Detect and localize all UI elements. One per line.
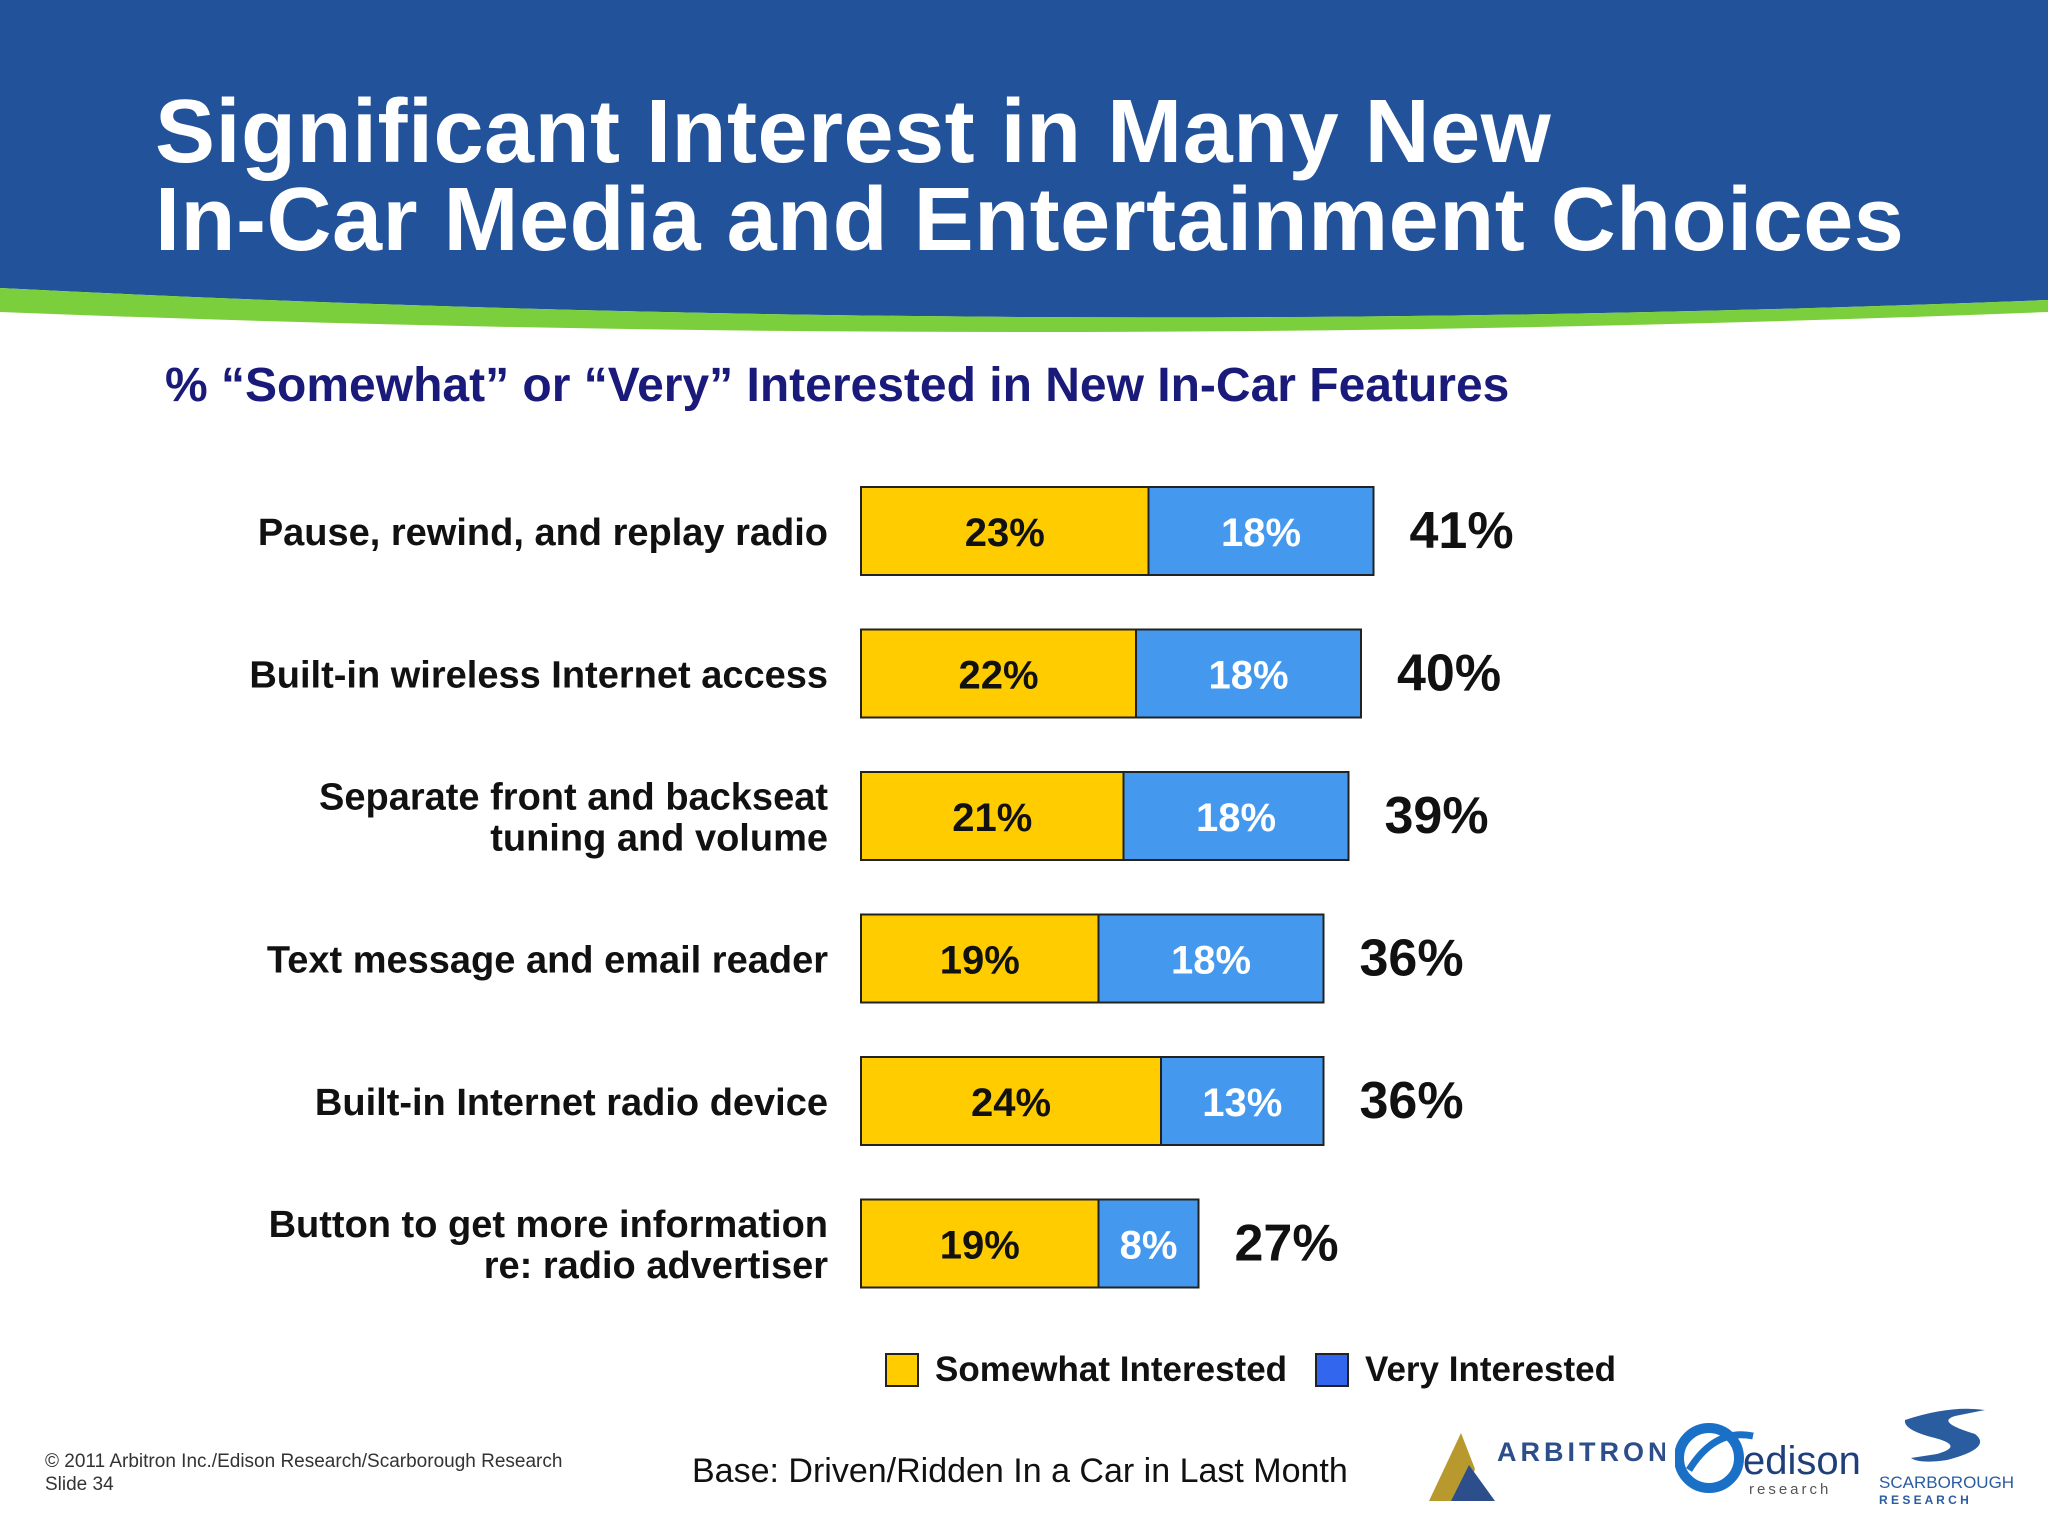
chart-legend: Somewhat Interested Very Interested xyxy=(885,1350,1644,1390)
bar-segment xyxy=(1147,486,1375,576)
bar-segment xyxy=(1122,771,1350,861)
scarborough-logo-text: SCARBOROUGH xyxy=(1879,1473,2014,1492)
total-value-label: 41% xyxy=(1410,502,1514,560)
segment-value-label: 21% xyxy=(952,796,1032,840)
total-value-label: 40% xyxy=(1397,645,1501,703)
segment-value-label: 19% xyxy=(940,939,1020,983)
edison-logo-subtext: research xyxy=(1749,1481,1831,1498)
segment-value-label: 22% xyxy=(958,654,1038,698)
total-value-label: 39% xyxy=(1385,787,1489,845)
header-green-swoosh xyxy=(0,288,2048,332)
total-value-label: 36% xyxy=(1360,930,1464,988)
bar-segment xyxy=(860,771,1125,861)
total-value-label: 36% xyxy=(1360,1072,1464,1130)
bar-segment xyxy=(1135,628,1362,719)
copyright-note: © 2011 Arbitron Inc./Edison Research/Sca… xyxy=(45,1450,562,1496)
bar-segment xyxy=(860,1198,1100,1289)
slide-title: Significant Interest in Many New In-Car … xyxy=(155,82,1905,270)
category-label: Separate front and backseat xyxy=(319,777,828,819)
category-label: Built-in Internet radio device xyxy=(315,1082,828,1124)
category-label: Text message and email reader xyxy=(267,940,828,982)
scarborough-logo: SCARBOROUGH R E S E A R C H xyxy=(1879,1408,2014,1507)
scarborough-logo-subtext: R E S E A R C H xyxy=(1879,1493,1969,1507)
edison-logo-text: edison xyxy=(1743,1439,1861,1483)
segment-value-label: 23% xyxy=(965,511,1045,555)
copyright-line: © 2011 Arbitron Inc./Edison Research/Sca… xyxy=(45,1451,563,1472)
segment-value-label: 19% xyxy=(940,1224,1020,1268)
bar-segment xyxy=(1097,1198,1200,1289)
category-label: Built-in wireless Internet access xyxy=(249,655,828,697)
stacked-bar-chart: Pause, rewind, and replay radio 23% 18% 41%… xyxy=(249,486,1514,1289)
bar-segment xyxy=(1097,913,1325,1004)
segment-value-label: 8% xyxy=(1120,1224,1178,1268)
legend-label-very: Very Interested xyxy=(1365,1350,1617,1389)
category-label: Button to get more information xyxy=(269,1204,828,1246)
slide-title-line-1: Significant Interest in Many New xyxy=(155,82,1552,182)
header-blue-band xyxy=(0,0,2048,318)
segment-value-label: 18% xyxy=(1208,654,1288,698)
category-label: re: radio advertiser xyxy=(484,1245,828,1287)
arbitron-logo: ARBITRON xyxy=(1429,1433,1665,1501)
legend-item-very: Very Interested xyxy=(1315,1350,1616,1390)
segment-value-label: 18% xyxy=(1221,511,1301,555)
legend-label-somewhat: Somewhat Interested xyxy=(935,1350,1288,1389)
bar-segment xyxy=(860,628,1137,719)
edison-mark-icon xyxy=(1675,1423,1744,1493)
scarborough-mark-icon xyxy=(1904,1408,1985,1462)
arbitron-mark-shadow-icon xyxy=(1451,1465,1495,1501)
header-banner xyxy=(0,0,2048,332)
segment-value-label: 24% xyxy=(971,1081,1051,1125)
segment-value-label: 18% xyxy=(1171,939,1251,983)
edison-logo: edison research xyxy=(1675,1423,1861,1498)
legend-swatch-somewhat xyxy=(885,1353,919,1387)
category-label: tuning and volume xyxy=(490,818,828,860)
slide-title-line-2: In-Car Media and Entertainment Choices xyxy=(155,170,1905,270)
chart-subtitle: % “Somewhat” or “Very” Interested in New… xyxy=(165,359,1510,412)
edison-swoosh-icon xyxy=(1686,1431,1754,1472)
base-note: Base: Driven/Ridden In a Car in Last Mon… xyxy=(692,1452,1348,1490)
legend-swatch-very xyxy=(1315,1353,1350,1387)
segment-value-label: 18% xyxy=(1196,796,1276,840)
segment-value-label: 13% xyxy=(1202,1081,1282,1125)
legend-item-somewhat: Somewhat Interested xyxy=(885,1350,1287,1390)
bar-segment xyxy=(1160,1056,1325,1146)
arbitron-logo-text: ARBITRON xyxy=(1497,1437,1665,1467)
category-label: Pause, rewind, and replay radio xyxy=(258,512,828,554)
bar-segment xyxy=(860,486,1150,576)
total-value-label: 27% xyxy=(1235,1215,1339,1273)
slide-number: Slide 34 xyxy=(45,1474,114,1495)
